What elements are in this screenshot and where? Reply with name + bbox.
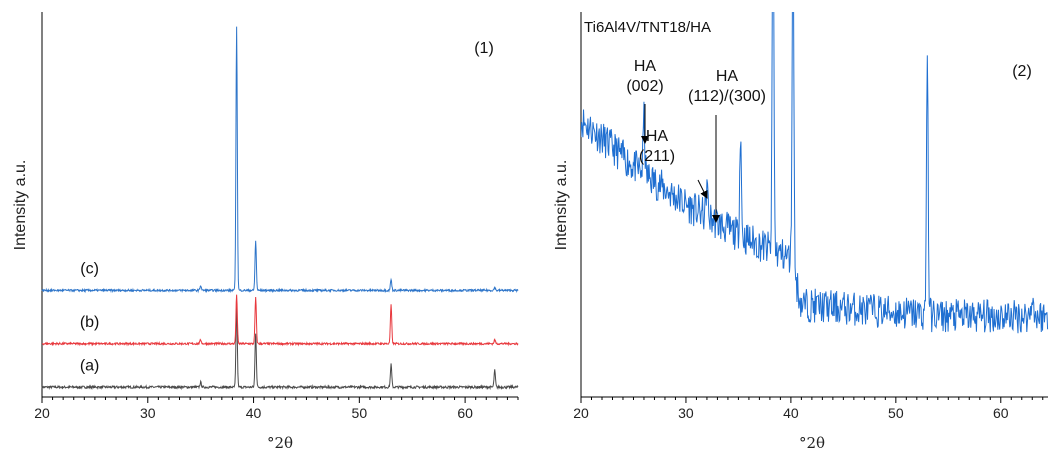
panel-1-label: (1) [474, 40, 494, 57]
x-tick-label: 30 [140, 405, 156, 421]
panel-2-series [581, 12, 1049, 334]
panel-2-annotations: HA (002) HA (211) HA (112)/(300) [626, 58, 766, 223]
annotation-line: (211) [639, 148, 675, 165]
x-tick-label: 50 [352, 405, 368, 421]
annotation-line: (002) [626, 78, 663, 95]
annotation-line: (112)/(300) [688, 88, 766, 105]
annotation-line: HA [716, 68, 739, 85]
series-line-ti6al4v-tnt18-ha [581, 12, 1049, 334]
panel-2-x-ticks: 20 30 40 50 60 [573, 397, 1044, 421]
series-label-b: (b) [80, 314, 100, 331]
x-tick-label: 60 [993, 405, 1009, 421]
x-tick-label: 20 [573, 405, 589, 421]
panel-1-x-ticks: 20 30 40 50 60 [34, 397, 519, 421]
panel-1-series-labels: (a) (b) (c) [80, 261, 100, 375]
annotation-line: HA [646, 128, 669, 145]
annotation-ha-peak-1: HA (002) [626, 58, 663, 95]
panel-2-y-axis-label: Intensity a.u. [553, 160, 570, 251]
series-line-c [41, 26, 519, 294]
panel-1-series [41, 26, 519, 391]
series-label-a: (a) [80, 357, 100, 374]
annotation-line: HA [634, 58, 657, 75]
panel-1: Intensity a.u. 20 30 40 50 60 (a)(b)(c) °2θ … [12, 12, 519, 452]
annotation-ha-peak-2: HA (211) [639, 128, 675, 165]
series-line-b [41, 294, 519, 347]
annotation-ha-peak-3: HA (112)/(300) [688, 68, 766, 105]
x-tick-label: 40 [783, 405, 799, 421]
x-tick-label: 50 [888, 405, 904, 421]
x-tick-label: 30 [678, 405, 694, 421]
panel-2-label: (2) [1012, 63, 1032, 80]
annotation-arrow-2 [697, 179, 708, 199]
x-tick-label: 20 [34, 405, 50, 421]
panel-1-x-axis-title: °2θ [267, 434, 293, 452]
series-line-a [41, 304, 519, 391]
series-label-c: (c) [80, 261, 99, 278]
panel-2-title: Ti6Al4V/TNT18/HA [584, 19, 711, 36]
panel-2-x-axis-title: °2θ [799, 434, 825, 452]
x-tick-label: 60 [457, 405, 473, 421]
x-tick-label: 40 [246, 405, 262, 421]
panel-2: Intensity a.u. 20 30 40 50 60 HA (002) HA (211)… [553, 12, 1049, 452]
panel-1-y-axis-label: Intensity a.u. [12, 160, 29, 251]
